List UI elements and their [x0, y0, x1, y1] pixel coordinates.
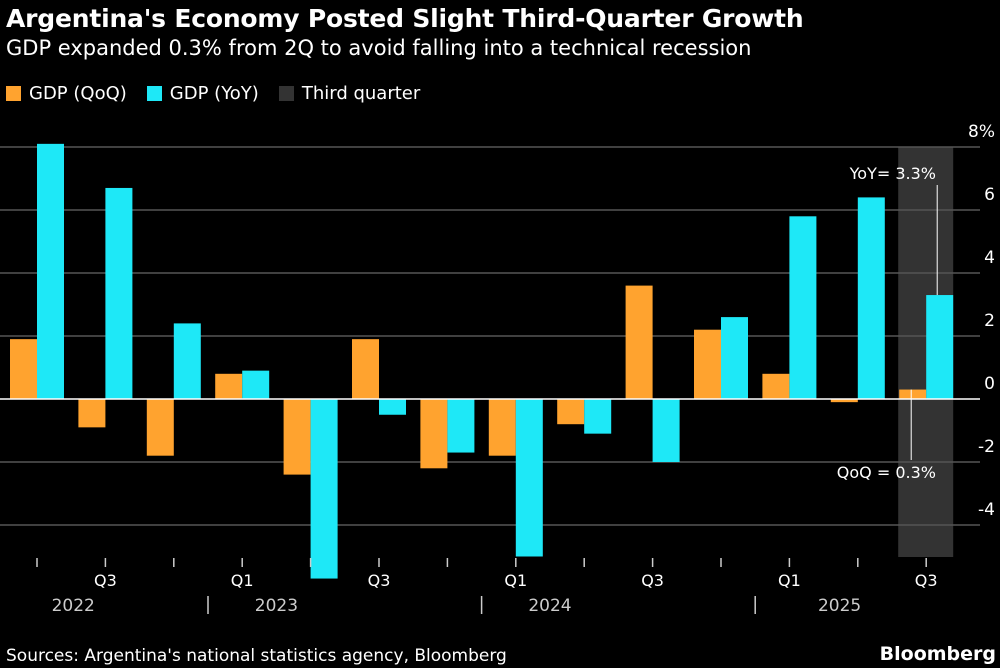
y-tick-label: 2 [984, 311, 995, 331]
bar-yoy [310, 399, 338, 579]
bar-qoq [78, 399, 106, 428]
bar-yoy [721, 317, 748, 399]
year-label: 2025 [818, 596, 861, 616]
y-tick-label: 4 [984, 248, 995, 268]
x-tick-label: Q3 [641, 571, 664, 590]
bar-yoy [379, 399, 406, 415]
bar-qoq [762, 373, 790, 399]
bar-yoy [652, 399, 680, 462]
x-tick-label: Q1 [504, 571, 527, 590]
legend-label-third-quarter: Third quarter [301, 83, 421, 104]
bar-qoq [488, 399, 516, 456]
legend-item-qoq: GDP (QoQ) [6, 83, 127, 104]
legend-item-third-quarter: Third quarter [278, 83, 421, 104]
bar-yoy [515, 399, 543, 557]
y-tick-label: -2 [978, 437, 995, 457]
x-tick-label: Q1 [778, 571, 801, 590]
legend-item-yoy: GDP (YoY) [146, 83, 259, 104]
legend-swatch-yoy [146, 86, 162, 101]
bar-yoy [857, 197, 885, 399]
bar-qoq [830, 399, 858, 403]
y-tick-label: 0 [984, 374, 995, 394]
bar-qoq [352, 339, 379, 399]
bar-yoy [37, 143, 64, 399]
year-label: 2023 [255, 596, 298, 616]
bar-qoq [557, 399, 585, 425]
bar-qoq [625, 285, 653, 399]
legend-label-qoq: GDP (QoQ) [29, 83, 127, 104]
year-label: 2022 [52, 596, 95, 616]
legend-label-yoy: GDP (YoY) [169, 83, 259, 104]
legend: GDP (QoQ) GDP (YoY) Third quarter [6, 83, 420, 104]
bar-qoq [10, 339, 37, 399]
bar-yoy [173, 323, 201, 399]
bar-qoq [899, 389, 927, 399]
bar-yoy [447, 399, 475, 453]
bar-yoy [105, 187, 133, 399]
bar-yoy [584, 399, 612, 434]
bar-qoq [420, 399, 448, 469]
bar-qoq [215, 373, 243, 399]
chart-subtitle: GDP expanded 0.3% from 2Q to avoid falli… [6, 36, 752, 60]
bar-qoq [146, 399, 174, 456]
qoq-annotation: QoQ = 0.3% [837, 463, 936, 482]
y-tick-label: -4 [978, 500, 995, 520]
y-tick-label: 6 [984, 185, 995, 205]
bar-yoy [242, 370, 270, 399]
chart-title: Argentina's Economy Posted Slight Third-… [6, 4, 804, 33]
x-tick-label: Q1 [231, 571, 254, 590]
bar-qoq [694, 329, 721, 399]
legend-swatch-third-quarter [278, 86, 294, 101]
bar-qoq [283, 399, 311, 475]
bar-yoy [926, 295, 954, 399]
yoy-annotation: YoY= 3.3% [849, 164, 936, 183]
bar-yoy [789, 216, 817, 399]
legend-swatch-qoq [6, 86, 21, 101]
y-tick-label: 8% [968, 122, 995, 142]
x-tick-label: Q3 [94, 571, 117, 590]
source-note: Sources: Argentina's national statistics… [6, 646, 507, 666]
x-tick-label: Q3 [915, 571, 938, 590]
bloomberg-logo: Bloomberg [879, 643, 996, 665]
x-tick-label: Q3 [368, 571, 391, 590]
year-label: 2024 [528, 596, 571, 616]
